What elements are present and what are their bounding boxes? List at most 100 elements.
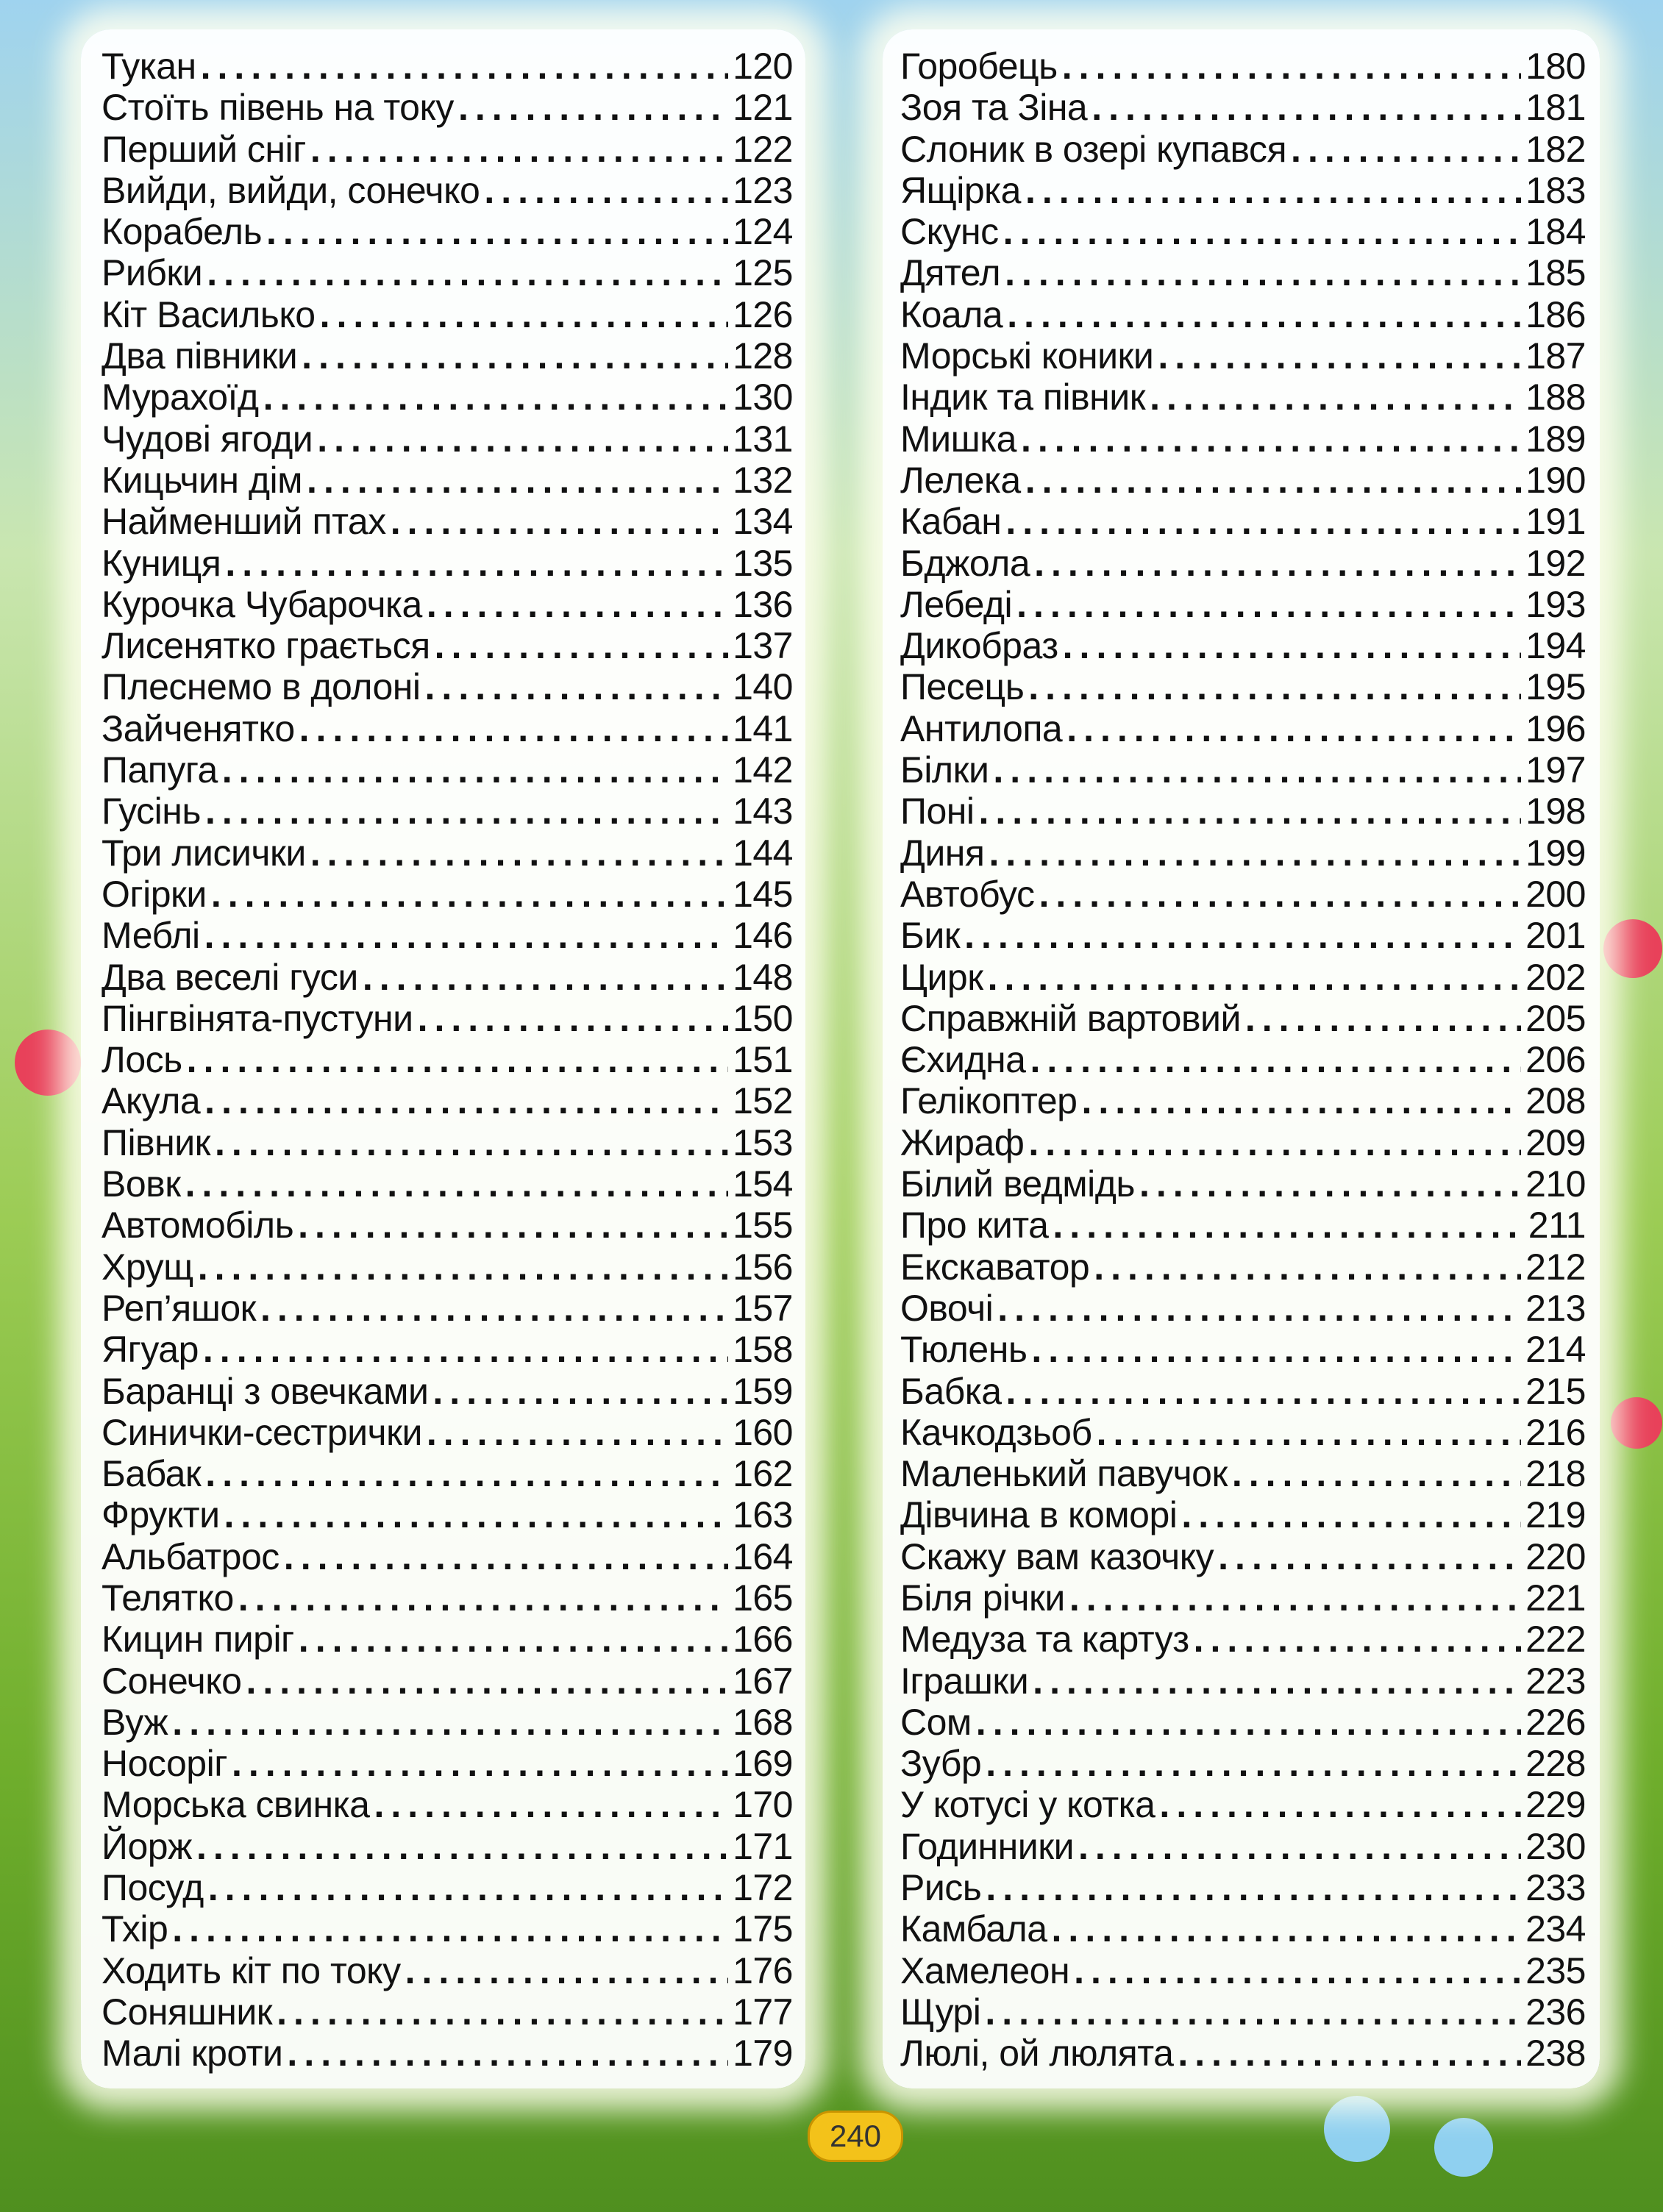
toc-entry: Мишка 189 (900, 418, 1586, 460)
toc-entry-page: 143 (733, 791, 793, 832)
toc-entry-page: 122 (733, 128, 793, 170)
dot-leader (205, 791, 728, 832)
toc-entry-title: Бджола (900, 542, 1030, 584)
toc-entry-page: 222 (1525, 1619, 1586, 1660)
toc-entry-title: Зайченятко (102, 707, 295, 749)
toc-entry: Синички-сестрички 160 (102, 1412, 793, 1453)
dot-leader (225, 543, 728, 584)
toc-entry-page: 145 (733, 873, 793, 915)
toc-entry: Сонечко 167 (102, 1660, 793, 1702)
dot-leader (1218, 1536, 1521, 1577)
toc-entry-title: Три лисички (102, 832, 306, 874)
dot-leader (1069, 1577, 1521, 1619)
toc-entry-page: 124 (733, 211, 793, 253)
dot-leader (997, 1288, 1521, 1329)
toc-entry-title: Качкодзьоб (900, 1411, 1092, 1453)
toc-entry-page: 120 (733, 46, 793, 87)
dot-leader (204, 915, 728, 956)
toc-entry-page: 205 (1525, 997, 1586, 1039)
dot-leader (986, 1867, 1521, 1908)
dot-leader (986, 1743, 1521, 1784)
dot-leader (1016, 584, 1521, 625)
toc-entry-title: Кицьчин дім (102, 459, 303, 501)
toc-entry: Камбала 234 (900, 1908, 1586, 1949)
toc-entry-title: Щурі (900, 1991, 981, 2033)
toc-entry-title: Зубр (900, 1743, 982, 1785)
toc-entry: Гусінь 143 (102, 791, 793, 832)
toc-entry: Два півники 128 (102, 335, 793, 377)
dot-leader (1194, 1619, 1521, 1660)
dot-leader (317, 418, 728, 460)
dot-leader (989, 832, 1521, 874)
toc-entry-title: Соняшник (102, 1991, 273, 2033)
toc-entry: Ящірка 183 (900, 170, 1586, 211)
toc-entry-page: 137 (733, 625, 793, 667)
toc-entry: Бабка 215 (900, 1371, 1586, 1412)
toc-entry: Про кита 211 (900, 1205, 1587, 1246)
toc-entry: Єхидна 206 (900, 1039, 1586, 1080)
toc-entry: Реп’яшок 157 (102, 1288, 793, 1329)
toc-entry-title: Вуж (102, 1701, 168, 1743)
dot-leader (435, 625, 728, 666)
toc-entry: Рибки 125 (102, 252, 793, 293)
dot-leader (211, 874, 728, 915)
dot-leader (1181, 1494, 1521, 1535)
dot-leader (1094, 1246, 1521, 1288)
toc-entry: Годинники 230 (900, 1826, 1586, 1867)
dot-leader (238, 1577, 728, 1619)
toc-entry: Дятел 185 (900, 252, 1586, 293)
toc-entry-title: Тхір (102, 1908, 168, 1950)
toc-entry: Йорж 171 (102, 1826, 793, 1867)
toc-entry-page: 192 (1525, 542, 1586, 584)
toc-entry-title: Йорж (102, 1825, 193, 1867)
toc-entry: Коала 186 (900, 294, 1586, 335)
toc-entry-page: 154 (733, 1163, 793, 1205)
toc-entry-title: Бабка (900, 1370, 1002, 1412)
toc-entry-page: 197 (1525, 749, 1586, 791)
toc-entry: Морські коники 187 (900, 335, 1586, 377)
toc-entry-page: 238 (1525, 2033, 1586, 2074)
dot-leader (1150, 377, 1521, 418)
dot-leader (1005, 252, 1521, 293)
dot-leader (266, 211, 728, 252)
dot-leader (988, 957, 1521, 998)
toc-entry: Хамелеон 235 (900, 1950, 1586, 1991)
toc-entry-page: 220 (1525, 1535, 1586, 1577)
toc-entry-page: 223 (1525, 1660, 1586, 1702)
toc-entry-title: Диня (900, 832, 985, 874)
toc-entry-page: 185 (1525, 252, 1586, 294)
toc-entry-page: 230 (1525, 1825, 1586, 1867)
toc-entry: Курочка Чубарочка 136 (102, 584, 793, 625)
toc-entry-title: Лебеді (900, 583, 1013, 625)
dot-leader (1063, 625, 1521, 666)
toc-entry: Поні 198 (900, 791, 1586, 832)
toc-entry: Качкодзьоб 216 (900, 1412, 1586, 1453)
toc-entry: Щурі 236 (900, 1991, 1586, 2033)
flower-decoration (1603, 919, 1662, 978)
dot-leader (418, 998, 728, 1039)
toc-entry-page: 163 (733, 1494, 793, 1536)
toc-entry-page: 188 (1525, 377, 1586, 418)
toc-entry: Тукан 120 (102, 46, 793, 87)
dot-leader (1030, 1039, 1521, 1080)
toc-entry: Зубр 228 (900, 1743, 1586, 1784)
toc-entry: Кицьчин дім 132 (102, 460, 793, 501)
toc-entry: Гелікоптер 208 (900, 1080, 1586, 1121)
toc-entry: Антилопа 196 (900, 708, 1586, 749)
dot-leader (207, 252, 728, 293)
toc-entry-title: Зоя та Зіна (900, 87, 1088, 129)
dot-leader (363, 957, 728, 998)
toc-entry-page: 159 (733, 1370, 793, 1412)
toc-entry-title: Песець (900, 666, 1025, 708)
page-number: 240 (808, 2111, 903, 2162)
toc-entry: Носоріг 169 (102, 1743, 793, 1784)
dot-leader (187, 1039, 728, 1080)
toc-entry-title: Лось (102, 1039, 182, 1081)
toc-entry-title: Баранці з овечками (102, 1370, 429, 1412)
dot-leader (1159, 1784, 1521, 1825)
toc-entry-title: Перший сніг (102, 128, 306, 170)
toc-entry-page: 158 (733, 1329, 793, 1371)
dot-leader (1005, 501, 1521, 542)
toc-entry: Сом 226 (900, 1702, 1586, 1743)
toc-entry-page: 130 (733, 377, 793, 418)
